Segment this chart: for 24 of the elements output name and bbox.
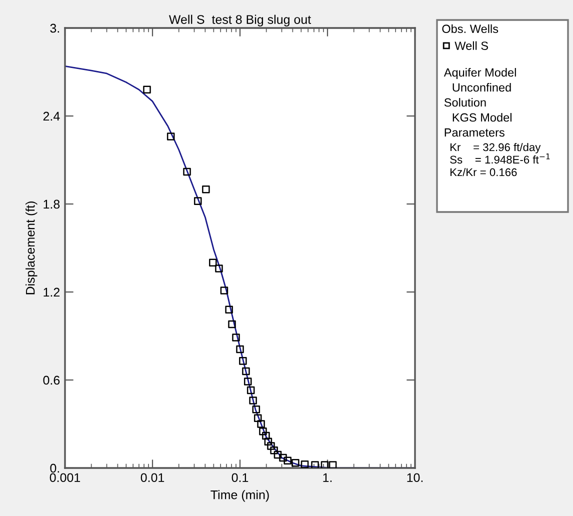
x-tick-label: 0.01: [140, 473, 164, 482]
text: KGS Model: [452, 113, 512, 122]
x-tick-label: 1.: [323, 473, 332, 482]
chart-title: Well S test 8 Big slug out: [168, 14, 312, 26]
y-tick-label: 1.2: [44, 288, 60, 297]
x-tick-label: 10.: [407, 473, 423, 482]
text: Aquifer Model: [444, 68, 516, 80]
x-axis-title: Time (min): [210, 490, 269, 502]
y-tick-label: 0.6: [43, 376, 60, 385]
y-axis-title: Displacement (ft): [26, 202, 38, 294]
y-tick-label: 2.4: [43, 112, 60, 121]
y-tick-label: 3.: [50, 24, 59, 33]
y-tick-label: 1.8: [44, 200, 60, 209]
y-tick-label: 0.: [50, 464, 59, 473]
text: Kr = 32.96 ft/day: [450, 143, 541, 154]
text: Unconfined: [452, 83, 511, 92]
text: Kz/Kr = 0.166: [450, 168, 517, 176]
x-tick-label: 0.001: [50, 473, 80, 482]
x-tick-label: 0.1: [232, 473, 248, 482]
text: Parameters: [444, 128, 504, 137]
legend-label: Well S: [454, 41, 488, 50]
text: Solution: [444, 98, 486, 107]
legend-title: Obs. Wells: [442, 24, 498, 34]
text: Ss = 1.948E-6 ft$^{−1}$: [450, 154, 550, 164]
